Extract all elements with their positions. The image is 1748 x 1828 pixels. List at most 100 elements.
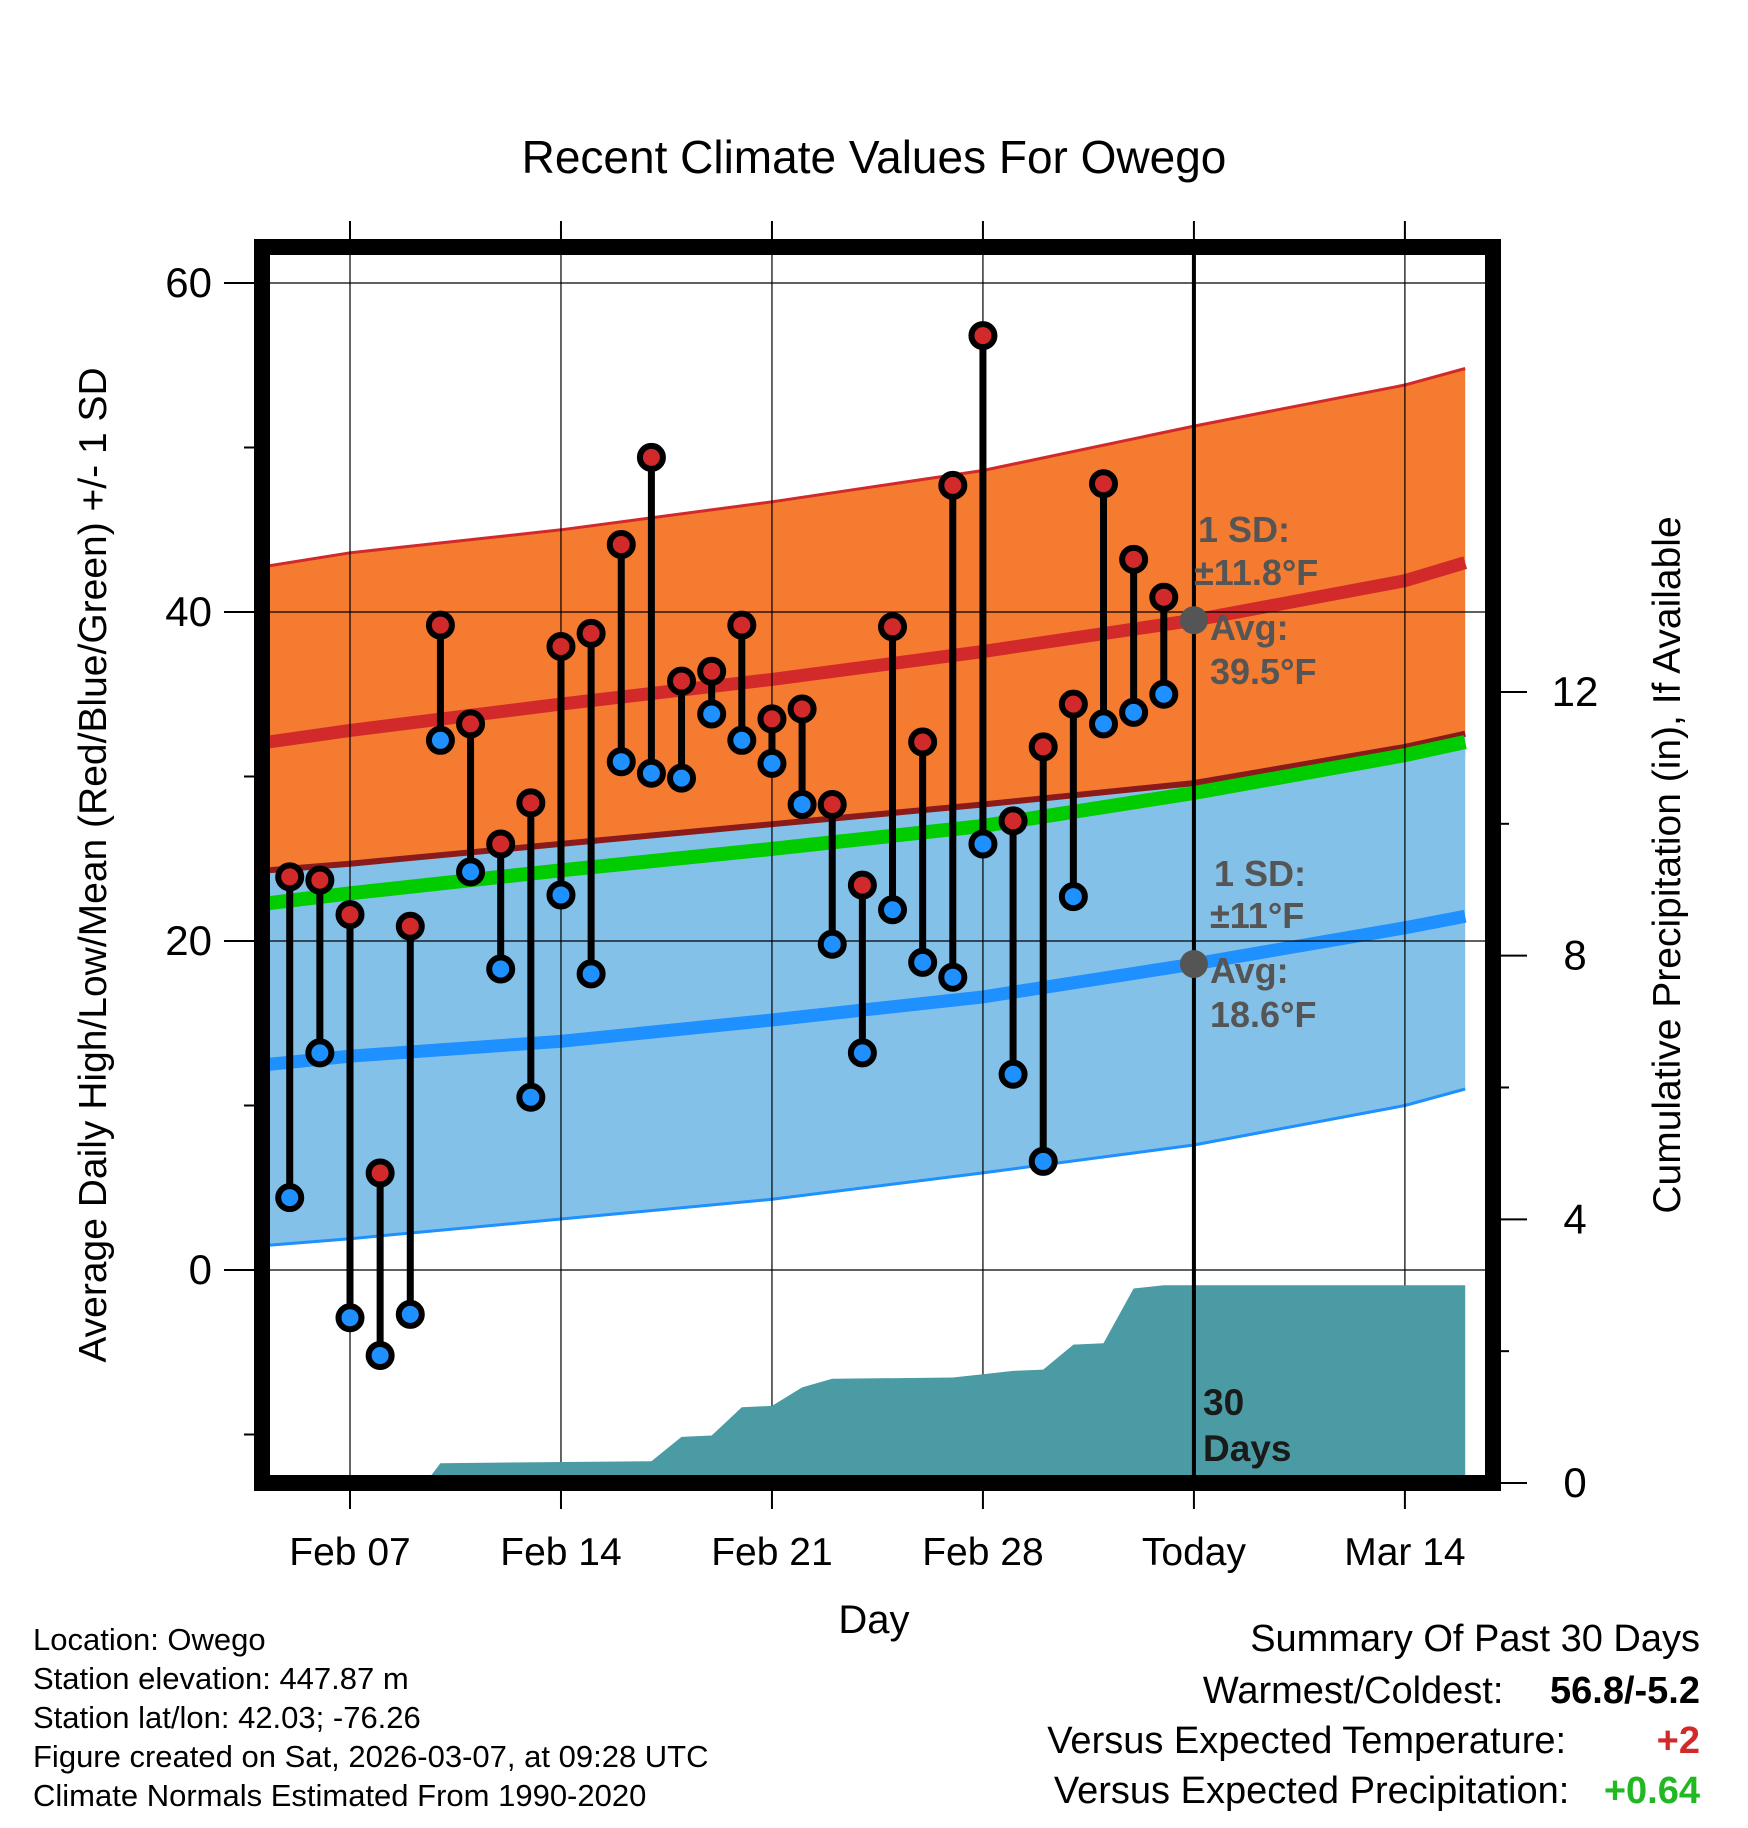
y2-tick-label: 8 — [1563, 932, 1586, 979]
day-low-point — [425, 725, 455, 755]
day-bar — [908, 727, 938, 977]
x-tick-label: Feb 07 — [289, 1531, 410, 1574]
summary-warm-cold-label: Warmest/Coldest: — [1202, 1670, 1504, 1712]
day-high-point — [727, 610, 757, 640]
day-bar — [667, 666, 697, 793]
y-tick-label: 20 — [165, 917, 212, 964]
day-bar — [425, 610, 455, 755]
day-low-point — [998, 1059, 1028, 1089]
day-low-point — [908, 947, 938, 977]
day-low-point — [365, 1341, 395, 1371]
y2-tick-label: 4 — [1563, 1195, 1586, 1242]
day-low-point — [1119, 697, 1149, 727]
day-low-point — [546, 880, 576, 910]
day-low-point — [847, 1038, 877, 1068]
summary-warm-cold-value: 56.8/-5.2 — [1550, 1670, 1700, 1712]
summary-precip-label: Versus Expected Precipitation: — [1053, 1770, 1570, 1812]
day-bar — [576, 618, 606, 989]
day-low-point — [335, 1303, 365, 1333]
summary-warm-cold: Warmest/Coldest: 56.8/-5.2 — [1203, 1670, 1700, 1713]
x-tick-label: Feb 14 — [500, 1531, 621, 1574]
low-sd-band — [268, 733, 1466, 1246]
day-high-point — [998, 806, 1028, 836]
day-bar — [1089, 469, 1118, 739]
day-bar — [757, 704, 787, 778]
day-high-point — [787, 694, 817, 724]
day-low-point — [757, 748, 787, 778]
day-high-point — [667, 666, 697, 696]
y-tick-label: 40 — [165, 588, 212, 635]
day-bar — [968, 321, 998, 859]
day-high-point — [878, 612, 908, 642]
x-tick-label: Feb 21 — [711, 1531, 832, 1574]
day-bar — [636, 442, 666, 788]
low-sd-label: 1 SD: — [1214, 853, 1306, 894]
y2-tick-label: 12 — [1552, 668, 1599, 715]
day-bar — [275, 862, 305, 1213]
y-axis-label: Average Daily High/Low/Mean (Red/Blue/Gr… — [72, 367, 115, 1362]
day-low-point — [1058, 882, 1088, 912]
day-high-point — [516, 788, 546, 818]
day-high-point — [275, 862, 305, 892]
y-tick-label: 60 — [165, 259, 212, 306]
day-low-point — [456, 857, 486, 887]
high-avg-label: Avg: — [1210, 607, 1289, 648]
day-bar — [697, 656, 727, 729]
day-high-point — [817, 789, 847, 819]
high-upper-line — [268, 367, 1466, 568]
day-high-point — [456, 709, 486, 739]
day-high-point — [546, 632, 576, 662]
day-high-point — [1028, 732, 1058, 762]
day-high-point — [908, 727, 938, 757]
day-high-point — [938, 470, 968, 500]
day-high-point — [636, 442, 666, 472]
high-sd-label: 1 SD: — [1198, 509, 1290, 550]
day-bar — [1119, 544, 1149, 727]
day-low-point — [576, 959, 606, 989]
today-low-marker — [1179, 950, 1208, 979]
high-sd-value: ±11.8°F — [1194, 552, 1318, 593]
day-low-point — [636, 758, 666, 788]
day-bar — [938, 470, 968, 992]
meta-elevation: Station elevation: 447.87 m — [33, 1661, 409, 1696]
day-low-point — [938, 962, 968, 992]
day-low-point — [667, 763, 697, 793]
day-low-point — [697, 699, 727, 729]
day-bar — [847, 870, 877, 1068]
day-bar — [365, 1158, 395, 1371]
y2-tick-label: 0 — [1563, 1459, 1586, 1506]
x-tick-label: Feb 28 — [922, 1531, 1043, 1574]
high-avg-value: 39.5°F — [1210, 651, 1316, 692]
meta-latlon: Station lat/lon: 42.03; -76.26 — [33, 1700, 421, 1735]
low-avg-value: 18.6°F — [1210, 994, 1316, 1035]
day-high-point — [697, 656, 727, 686]
meta-created: Figure created on Sat, 2026-03-07, at 09… — [33, 1739, 709, 1774]
normal-low-line — [267, 909, 1467, 1071]
normal-mean-line — [267, 735, 1467, 911]
plot-border — [254, 239, 1501, 1491]
day-low-point — [787, 789, 817, 819]
high-sd-band — [268, 368, 1466, 917]
day-low-point — [1149, 679, 1179, 709]
day-bar — [395, 911, 425, 1329]
daily-range-bars — [275, 247, 1208, 1483]
today-high-marker — [1179, 606, 1208, 635]
day-high-point — [486, 829, 516, 859]
summary-precipitation: Versus Expected Precipitation: +0.64 — [1054, 1770, 1700, 1813]
day-bar — [305, 865, 335, 1068]
day-high-point — [365, 1158, 395, 1188]
low-avg-label: Avg: — [1210, 950, 1289, 991]
day-low-point — [878, 895, 908, 925]
day-high-point — [395, 911, 425, 941]
day-bar — [787, 694, 817, 819]
low-upper-line — [268, 730, 1466, 874]
plot-frame — [224, 221, 1527, 1509]
day-high-point — [1149, 582, 1179, 612]
normal-bands — [267, 367, 1468, 1247]
summary-temperature: Versus Expected Temperature: +2 — [1047, 1720, 1700, 1763]
x-axis-label: Day — [838, 1598, 909, 1642]
day-bar — [486, 829, 516, 984]
day-bar — [727, 610, 757, 755]
day-high-point — [305, 865, 335, 895]
